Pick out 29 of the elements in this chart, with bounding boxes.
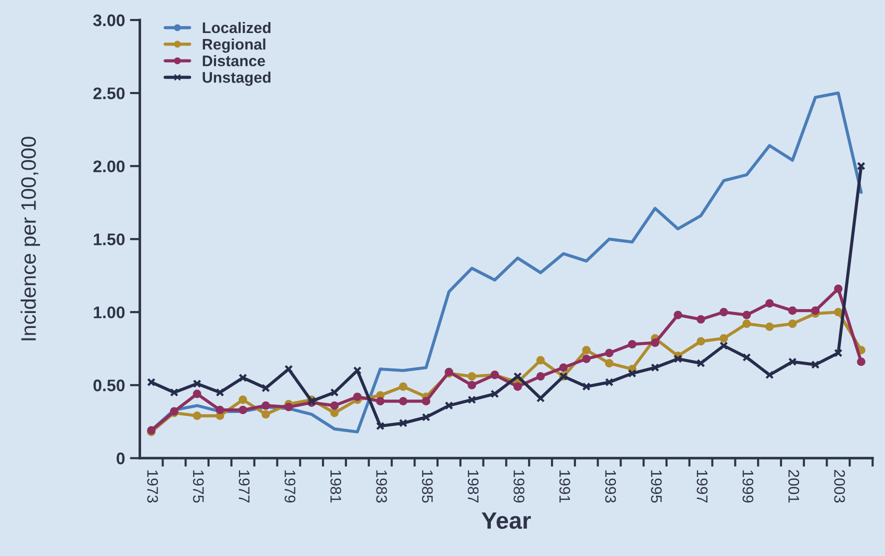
y-tick-label: 2.00 bbox=[93, 160, 125, 172]
x-tick-label: 1983 bbox=[376, 470, 387, 503]
y-tick-label: 0.50 bbox=[93, 380, 125, 392]
y-tick-label: 1.50 bbox=[94, 233, 125, 246]
x-tick-label: 1997 bbox=[696, 470, 708, 502]
y-tick-label: 1.00 bbox=[94, 306, 125, 318]
x-axis-title: Year bbox=[482, 512, 531, 529]
legend-label: Distance bbox=[202, 55, 266, 66]
y-tick-label: 0 bbox=[116, 452, 125, 464]
y-axis-title: Incidence per 100,000 bbox=[20, 136, 40, 340]
x-tick-label: 1973 bbox=[147, 470, 158, 503]
y-tick-label: 3.00 bbox=[93, 14, 125, 26]
y-tick-label: 2.50 bbox=[93, 87, 125, 100]
x-tick-label: 1981 bbox=[330, 470, 342, 502]
x-tick-label: 1979 bbox=[284, 470, 296, 503]
x-tick-label: 1987 bbox=[468, 470, 479, 502]
x-tick-label: 1995 bbox=[650, 470, 662, 503]
x-tick-label: 1977 bbox=[238, 470, 250, 502]
x-tick-label: 1975 bbox=[192, 470, 204, 503]
x-tick-label: 2001 bbox=[788, 470, 800, 502]
x-tick-label: 1991 bbox=[559, 470, 570, 502]
x-tick-label: 2003 bbox=[834, 470, 845, 503]
legend-label: Unstaged bbox=[202, 72, 270, 86]
x-tick-label: 1993 bbox=[605, 470, 616, 503]
legend-label: Localized bbox=[202, 22, 270, 34]
legend-label: Regional bbox=[202, 38, 266, 53]
x-tick-label: 1989 bbox=[514, 470, 524, 503]
x-tick-label: 1985 bbox=[422, 470, 433, 503]
x-tick-label: 1999 bbox=[742, 470, 754, 503]
